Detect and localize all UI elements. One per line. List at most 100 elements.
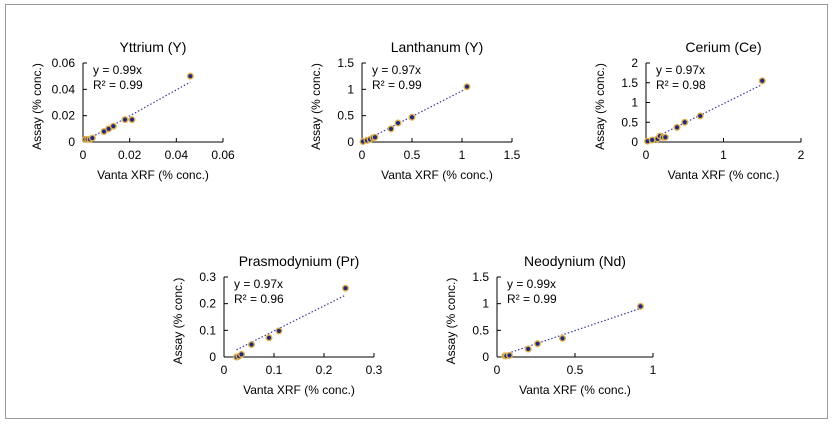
- data-point: [648, 136, 656, 144]
- chart-title: Cerium (Ce): [685, 39, 761, 55]
- r-squared-label: R² = 0.98: [656, 78, 706, 92]
- data-point: [88, 134, 96, 142]
- x-tick-label: 0.2: [316, 363, 333, 377]
- x-tick-label: 1: [650, 363, 657, 377]
- x-axis-label: Vanta XRF (% conc.): [381, 168, 493, 182]
- trendline-equation: y = 0.97x: [656, 63, 705, 77]
- x-tick-label: 0.5: [567, 363, 584, 377]
- data-point: [696, 112, 704, 120]
- chart-title: Neodynium (Nd): [524, 253, 626, 269]
- y-tick-label: 1: [631, 96, 638, 110]
- x-tick-label: 0.1: [266, 363, 283, 377]
- data-point: [408, 113, 416, 121]
- r-squared-label: R² = 0.99: [93, 78, 143, 92]
- chart-4: Neodynium (Nd) 0 0.5 1 0 0.5 1 1.5 Vanta XRF (% …: [444, 253, 657, 397]
- y-tick-label: 1: [347, 82, 354, 96]
- data-point: [387, 125, 395, 133]
- trendline: [361, 87, 468, 143]
- x-tick-label: 1: [720, 148, 727, 162]
- y-tick-label: 0.5: [472, 323, 489, 337]
- x-tick-label: 1.5: [504, 148, 521, 162]
- data-point: [681, 118, 689, 126]
- y-tick-label: 0: [631, 135, 638, 149]
- y-tick-label: 0.06: [52, 56, 76, 70]
- figure-frame: [5, 4, 828, 419]
- chart-title: Lanthanum (Y): [391, 39, 484, 55]
- y-axis-label: Assay (% conc.): [30, 63, 44, 150]
- y-tick-label: 1: [482, 297, 489, 311]
- y-axis-label: Assay (% conc.): [171, 278, 185, 365]
- x-tick-label: 0.02: [118, 148, 142, 162]
- data-point: [637, 302, 645, 310]
- chart-1: Lanthanum (Y) 0 0.5 1 1.5 0 0.5 1 1.5 Vanta XRF (…: [309, 39, 521, 182]
- y-tick-label: 0.02: [52, 109, 76, 123]
- y-tick-label: 0.3: [199, 270, 216, 284]
- data-point: [394, 119, 402, 127]
- trendline-equation: y = 0.99x: [93, 63, 142, 77]
- x-axis-label: Vanta XRF (% conc.): [243, 383, 355, 397]
- trendline-equation: y = 0.97x: [372, 63, 421, 77]
- y-axis-label: Assay (% conc.): [593, 63, 607, 150]
- y-tick-label: 0.2: [199, 297, 216, 311]
- y-axis-label: Assay (% conc.): [444, 278, 458, 365]
- data-point: [673, 123, 681, 131]
- y-tick-label: 1.5: [337, 56, 354, 70]
- x-tick-label: 0.06: [211, 148, 235, 162]
- data-point: [559, 334, 567, 342]
- data-point: [128, 116, 136, 124]
- data-point: [342, 284, 350, 292]
- data-point: [505, 351, 513, 359]
- x-axis-label: Vanta XRF (% conc.): [519, 383, 631, 397]
- x-tick-label: 0.5: [404, 148, 421, 162]
- x-tick-label: 0: [221, 363, 228, 377]
- x-axis-label: Vanta XRF (% conc.): [97, 168, 209, 182]
- x-tick-label: 0.3: [366, 363, 383, 377]
- y-tick-label: 1.5: [621, 76, 638, 90]
- chart-3: Prasmodynium (Pr) 0 0.1 0.2 0.3 0 0.1 0.2 0.3 Van…: [171, 253, 383, 397]
- trendline: [504, 307, 641, 355]
- y-tick-label: 0: [68, 135, 75, 149]
- r-squared-label: R² = 0.99: [507, 292, 557, 306]
- data-point: [109, 122, 117, 130]
- trendline: [236, 294, 346, 351]
- trendline-equation: y = 0.97x: [234, 277, 283, 291]
- x-tick-label: 0: [359, 148, 366, 162]
- y-tick-label: 0.1: [199, 323, 216, 337]
- r-squared-label: R² = 0.96: [234, 292, 284, 306]
- x-tick-label: 0.04: [165, 148, 189, 162]
- data-point: [265, 334, 273, 342]
- data-point: [534, 340, 542, 348]
- y-tick-label: 0: [209, 350, 216, 364]
- data-point: [371, 133, 379, 141]
- x-tick-label: 0: [80, 148, 87, 162]
- trendline-equation: y = 0.99x: [507, 277, 556, 291]
- r-squared-label: R² = 0.99: [372, 78, 422, 92]
- y-tick-label: 0: [347, 135, 354, 149]
- x-tick-label: 0: [494, 363, 501, 377]
- trendline: [645, 83, 763, 143]
- data-point: [275, 327, 283, 335]
- data-point: [758, 77, 766, 85]
- y-tick-label: 0.5: [621, 115, 638, 129]
- y-tick-label: 1.5: [472, 270, 489, 284]
- x-tick-label: 1: [459, 148, 466, 162]
- data-point: [247, 340, 255, 348]
- data-point: [186, 72, 194, 80]
- trendline: [82, 81, 191, 143]
- data-point: [237, 350, 245, 358]
- data-point: [524, 345, 532, 353]
- data-point: [463, 83, 471, 91]
- chart-title: Prasmodynium (Pr): [239, 253, 360, 269]
- data-point: [121, 116, 129, 124]
- y-axis-label: Assay (% conc.): [309, 63, 323, 150]
- y-tick-label: 2: [631, 56, 638, 70]
- y-tick-label: 0.5: [337, 109, 354, 123]
- y-tick-label: 0.04: [52, 82, 76, 96]
- chart-2: Cerium (Ce) 0 1 2 0 0.5 1 1.5 2 Vanta XRF (% conc…: [593, 39, 805, 182]
- data-point: [661, 133, 669, 141]
- chart-0: Yttrium (Y)0 0.02 0.04 0.0600.020.040.06Van…: [30, 39, 235, 182]
- x-axis-label: Vanta XRF (% conc.): [668, 168, 780, 182]
- y-tick-label: 0: [482, 350, 489, 364]
- x-tick-label: 2: [798, 148, 805, 162]
